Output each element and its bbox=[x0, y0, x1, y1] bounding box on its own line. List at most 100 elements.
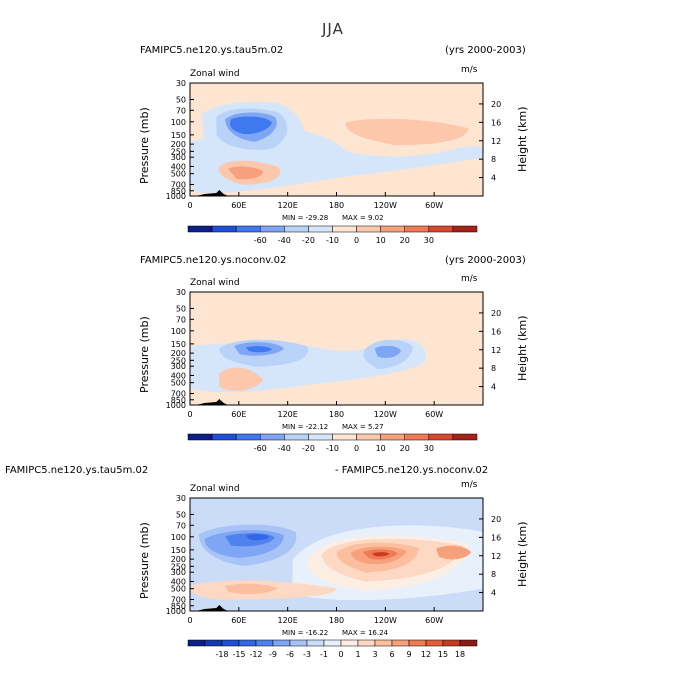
pressure-tick-label: 70 bbox=[176, 106, 186, 115]
colorbar-swatch bbox=[235, 433, 261, 441]
pressure-tick-label: 50 bbox=[176, 304, 186, 313]
colorbar-swatch bbox=[459, 639, 478, 647]
colorbar: -60 -40 -20 -10 0 10 20 30 bbox=[187, 225, 478, 245]
colorbar-swatch bbox=[380, 225, 406, 233]
pressure-tick-label: 250 bbox=[171, 147, 186, 156]
contour-level-5 bbox=[229, 116, 272, 135]
panel-title-right: (yrs 2000-2003) bbox=[445, 45, 526, 56]
colorbar-swatch bbox=[356, 225, 381, 233]
colorbar-swatch bbox=[428, 225, 454, 233]
longitude-tick-label: 120W bbox=[374, 616, 397, 625]
pressure-tick-label: 700 bbox=[171, 596, 186, 605]
pressure-tick-label: 300 bbox=[171, 362, 186, 371]
colorbar-swatch bbox=[235, 225, 261, 233]
colorbar-label: 30 bbox=[424, 236, 434, 245]
colorbar-label: -12 bbox=[249, 650, 262, 659]
contour-level-7 bbox=[371, 552, 390, 557]
colorbar-swatch bbox=[356, 433, 381, 441]
pressure-tick-label: 1000 bbox=[166, 607, 186, 616]
colorbar-label: 6 bbox=[389, 650, 394, 659]
colorbar-swatch bbox=[204, 639, 223, 647]
panel-title-left: FAMIPC5.ne120.ys.noconv.02 bbox=[140, 255, 287, 266]
height-tick-label: 4 bbox=[491, 174, 496, 183]
contour-level-12 bbox=[245, 534, 270, 541]
colorbar-swatch bbox=[187, 639, 206, 647]
colorbar-label: -6 bbox=[286, 650, 294, 659]
colorbar-label: -18 bbox=[215, 650, 228, 659]
longitude-tick-label: 180 bbox=[329, 201, 344, 210]
colorbar-swatch bbox=[425, 639, 444, 647]
colorbar-swatch bbox=[238, 639, 257, 647]
colorbar: -18 -15 -12 -9 -6 -3 -1 0 1 3 6 9 12 15 18 bbox=[187, 639, 478, 659]
topography-mask bbox=[195, 605, 229, 611]
longitude-tick-label: 120E bbox=[278, 616, 298, 625]
contour-fills bbox=[190, 498, 483, 611]
contour-level-7 bbox=[219, 367, 264, 391]
max-label: MAX = 9.02 bbox=[342, 214, 384, 222]
colorbar-label: -20 bbox=[302, 444, 315, 453]
longitude-tick-label: 60E bbox=[231, 616, 246, 625]
variable-label: Zonal wind bbox=[190, 484, 240, 494]
colorbar-label: 18 bbox=[455, 650, 465, 659]
pressure-tick-label: 500 bbox=[171, 170, 186, 179]
colorbar-label: -9 bbox=[269, 650, 277, 659]
colorbar-label: 3 bbox=[372, 650, 377, 659]
pressure-tick-label: 150 bbox=[171, 131, 186, 140]
pressure-tick-label: 50 bbox=[176, 510, 186, 519]
pressure-tick-label: 1000 bbox=[166, 401, 186, 410]
pressure-tick-label: 200 bbox=[171, 140, 186, 149]
colorbar-label: -15 bbox=[232, 650, 245, 659]
min-label: MIN = -29.28 bbox=[282, 214, 329, 222]
longitude-tick-label: 0 bbox=[187, 616, 192, 625]
colorbar-label: -3 bbox=[303, 650, 311, 659]
colorbar-swatch bbox=[272, 639, 291, 647]
colorbar-swatch bbox=[380, 433, 406, 441]
colorbar-swatch bbox=[289, 639, 308, 647]
longitude-tick-label: 60W bbox=[425, 410, 443, 419]
pressure-tick-label: 250 bbox=[171, 356, 186, 365]
colorbar-swatch bbox=[211, 433, 237, 441]
variable-label: Zonal wind bbox=[190, 278, 240, 288]
pressure-tick-label: 50 bbox=[176, 95, 186, 104]
colorbar-label: -10 bbox=[326, 444, 339, 453]
units-label: m/s bbox=[461, 480, 478, 490]
colorbar-label: 10 bbox=[376, 444, 386, 453]
height-tick-label: 8 bbox=[491, 570, 496, 579]
units-label: m/s bbox=[461, 274, 478, 284]
pressure-tick-label: 30 bbox=[176, 79, 186, 88]
colorbar-swatch bbox=[357, 639, 376, 647]
longitude-tick-label: 0 bbox=[187, 201, 192, 210]
colorbar-label: 20 bbox=[400, 236, 410, 245]
colorbar: -60 -40 -20 -10 0 10 20 30 bbox=[187, 433, 478, 453]
pressure-tick-label: 400 bbox=[171, 371, 186, 380]
colorbar-swatch bbox=[187, 225, 213, 233]
colorbar-swatch bbox=[391, 639, 410, 647]
colorbar-label: 30 bbox=[424, 444, 434, 453]
pressure-tick-label: 300 bbox=[171, 153, 186, 162]
pressure-tick-label: 200 bbox=[171, 349, 186, 358]
colorbar-swatch bbox=[404, 225, 430, 233]
colorbar-label: -40 bbox=[278, 444, 291, 453]
height-tick-label: 12 bbox=[491, 346, 501, 355]
contour-level-8 bbox=[436, 545, 472, 560]
colorbar-swatch bbox=[408, 639, 427, 647]
pressure-tick-label: 400 bbox=[171, 577, 186, 586]
height-tick-label: 20 bbox=[491, 100, 501, 109]
colorbar-swatch bbox=[260, 433, 285, 441]
colorbar-swatch bbox=[306, 639, 325, 647]
pressure-tick-label: 250 bbox=[171, 562, 186, 571]
min-label: MIN = -22.12 bbox=[282, 423, 329, 431]
pressure-tick-label: 500 bbox=[171, 585, 186, 594]
colorbar-label: 9 bbox=[406, 650, 411, 659]
colorbar-swatch bbox=[452, 433, 478, 441]
colorbar-swatch bbox=[211, 225, 237, 233]
height-tick-label: 4 bbox=[491, 589, 496, 598]
height-tick-label: 20 bbox=[491, 515, 501, 524]
colorbar-label: 10 bbox=[376, 236, 386, 245]
height-tick-label: 20 bbox=[491, 309, 501, 318]
longitude-tick-label: 60W bbox=[425, 616, 443, 625]
